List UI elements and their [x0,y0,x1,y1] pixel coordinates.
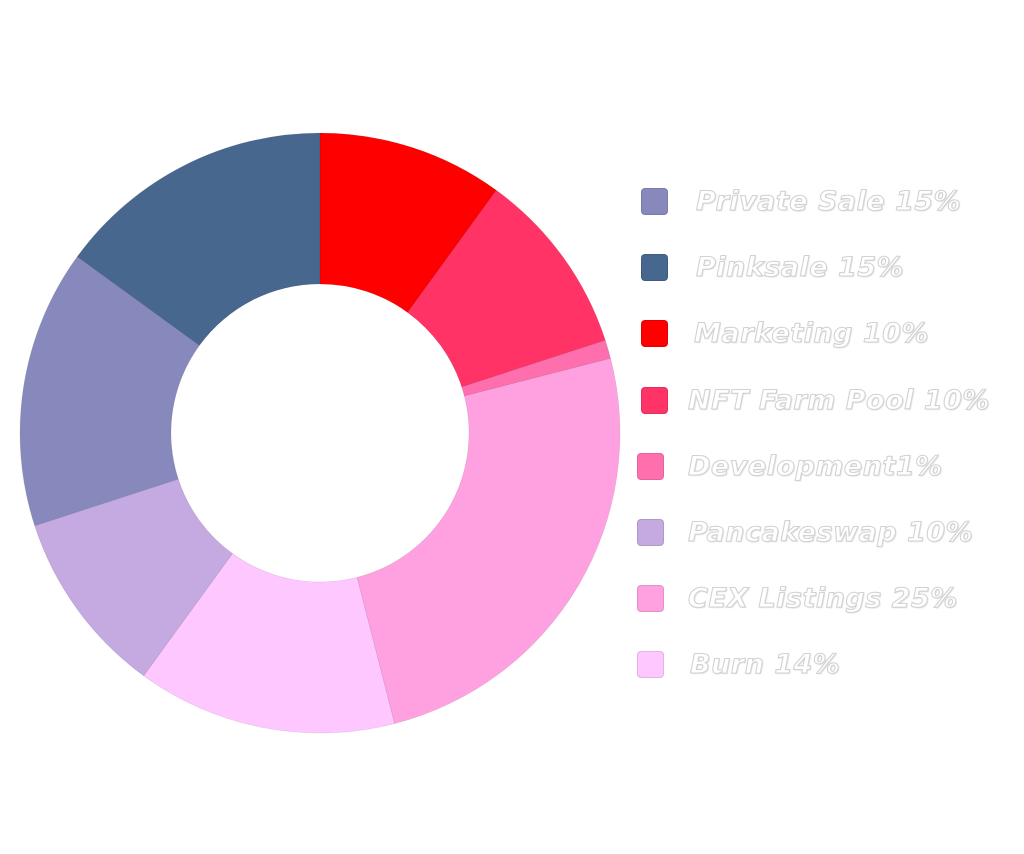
legend-label: Pinksale 15% [695,252,905,283]
legend-label: Pancakeswap 10% [687,517,974,548]
donut-slice [407,189,606,388]
legend-label: Burn 14% [689,649,841,680]
donut-slice [76,132,321,346]
donut-slice [19,256,200,527]
legend-swatch [641,254,668,281]
legend-swatch [637,453,664,480]
legend-swatch [637,519,664,546]
legend-label: Private Sale 15% [695,186,962,217]
legend-item: Development1% [0,451,1024,482]
legend-swatch [637,585,664,612]
legend-label: CEX Listings 25% [687,583,958,614]
legend-item: Burn 14% [0,649,1024,680]
legend-swatch [641,320,668,347]
donut-chart [19,132,621,734]
legend-swatch [637,651,664,678]
legend-item: Private Sale 15% [0,186,1024,217]
legend-item: Marketing 10% [0,318,1024,349]
legend-item: Pinksale 15% [0,252,1024,283]
legend-item: CEX Listings 25% [0,583,1024,614]
legend-item: Pancakeswap 10% [0,517,1024,548]
legend-label: Development1% [687,451,943,482]
legend-swatch [641,188,668,215]
donut-slice [143,553,395,734]
legend-label: NFT Farm Pool 10% [687,385,990,416]
donut-slice [356,358,621,724]
donut-slice [34,478,233,677]
donut-slice [461,339,611,397]
donut-slice [319,132,497,313]
legend-item: NFT Farm Pool 10% [0,385,1024,416]
legend-swatch [641,387,668,414]
legend-label: Marketing 10% [693,318,929,349]
